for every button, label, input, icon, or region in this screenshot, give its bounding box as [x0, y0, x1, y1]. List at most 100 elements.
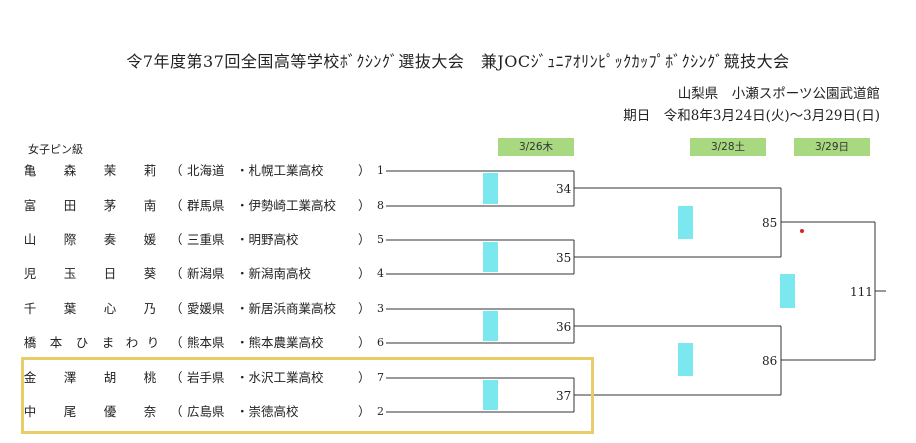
cyan-marker	[483, 242, 498, 272]
paren-close: ）	[358, 335, 371, 350]
entrant-name-char: 優	[103, 404, 117, 419]
dates-text: 期日 令和8年3月24日(火)～3月29日(日)	[623, 108, 880, 124]
entrant-seed: 4	[377, 267, 384, 280]
cyan-marker	[483, 311, 498, 341]
paren-open: （	[170, 266, 183, 281]
paren-open: （	[170, 163, 183, 178]
entrant-school: ・伊勢崎工業高校	[236, 198, 337, 213]
entrant-seed: 3	[377, 302, 384, 315]
bout-number: 37	[556, 389, 572, 403]
highlight-box	[21, 357, 594, 434]
entrant-name-char: 本	[49, 335, 63, 350]
entrant-name-char: わ	[125, 335, 139, 350]
entrant-name-char: 橋	[23, 335, 37, 350]
entrant-school: ・崇徳高校	[236, 404, 299, 419]
round1-date-badge: 3/26木	[498, 138, 574, 156]
entrant-name-char: り	[146, 335, 160, 350]
entrant-name-char: 茉	[103, 163, 117, 178]
entrant-prefecture: 愛媛県	[187, 301, 225, 316]
entrant-name-char: 児	[23, 266, 37, 281]
bout-number: 86	[762, 354, 778, 368]
entrant-seed: 1	[377, 164, 384, 177]
bout-number: 35	[556, 251, 572, 265]
cyan-marker	[483, 173, 498, 204]
entrant-school: ・熊本農業高校	[236, 335, 324, 350]
entrant-name-char: 日	[103, 266, 117, 281]
entrant-name-char: 奏	[103, 232, 117, 247]
entrant-prefecture: 熊本県	[187, 335, 225, 350]
entrant-school: ・新居浜商業高校	[236, 301, 337, 316]
entrant-name-char: 際	[63, 232, 77, 247]
cyan-marker	[678, 206, 693, 239]
entrant-prefecture: 三重県	[187, 232, 225, 247]
entrant-row: 児 玉 日 葵 （ 新潟県 ・新潟南高校 ） 4	[0, 264, 400, 284]
paren-open: （	[170, 335, 183, 350]
entrant-prefecture: 北海道	[187, 163, 225, 178]
entrant-seed: 2	[377, 405, 384, 418]
entrant-name-char: ひ	[75, 335, 89, 350]
entrant-school: ・札幌工業高校	[236, 163, 324, 178]
entrant-name-char: 澤	[63, 370, 77, 385]
paren-open: （	[170, 198, 183, 213]
paren-open: （	[170, 370, 183, 385]
paren-open: （	[170, 232, 183, 247]
entrant-seed: 6	[377, 336, 384, 349]
paren-close: ）	[358, 163, 371, 178]
paren-close: ）	[358, 198, 371, 213]
bout-number: 111	[850, 285, 873, 299]
paren-close: ）	[358, 404, 371, 419]
entrant-name-char: 玉	[63, 266, 77, 281]
entrant-name-char: 富	[23, 198, 37, 213]
entrant-name-char: 心	[103, 301, 117, 316]
cyan-marker	[678, 343, 693, 376]
entrant-row: 富 田 茅 南 （ 群馬県 ・伊勢崎工業高校 ） 8	[0, 196, 400, 216]
entrant-name-char: 媛	[143, 232, 157, 247]
entrant-name-char: 南	[143, 198, 157, 213]
page-title: 令7年度第37回全国高等学校ﾎﾞｸｼﾝｸﾞ選抜大会 兼JOCｼﾞｭﾆｱｵﾘﾝﾋﾟ…	[126, 52, 790, 71]
venue-text: 山梨県 小瀬スポーツ公園武道館	[677, 86, 880, 102]
entrant-name-char: 千	[23, 301, 37, 316]
weight-class-label: 女子ピン級	[28, 143, 83, 156]
entrant-prefecture: 新潟県	[187, 266, 225, 281]
entrant-name-char: 金	[23, 370, 37, 385]
entrant-name-char: ま	[101, 335, 115, 350]
entrant-school: ・水沢工業高校	[236, 370, 324, 385]
entrant-seed: 8	[377, 199, 384, 212]
entrant-name-char: 乃	[143, 301, 157, 316]
cyan-marker	[780, 274, 795, 308]
cyan-marker	[483, 380, 498, 410]
entrant-school: ・明野高校	[236, 232, 299, 247]
paren-open: （	[170, 404, 183, 419]
round2-date-badge: 3/28土	[690, 138, 766, 156]
paren-open: （	[170, 301, 183, 316]
entrant-row: 中 尾 優 奈 （ 広島県 ・崇徳高校 ） 2	[0, 402, 400, 422]
entrant-row: 金 澤 胡 桃 （ 岩手県 ・水沢工業高校 ） 7	[0, 368, 400, 388]
entrant-name-char: 奈	[143, 404, 157, 419]
bout-number: 85	[762, 216, 778, 230]
paren-close: ）	[358, 370, 371, 385]
entrant-row: 千 葉 心 乃 （ 愛媛県 ・新居浜商業高校 ） 3	[0, 299, 400, 319]
entrant-name-char: 胡	[103, 370, 117, 385]
entrant-prefecture: 岩手県	[187, 370, 225, 385]
entrant-name-char: 中	[23, 404, 37, 419]
entrant-name-char: 桃	[143, 370, 157, 385]
entrant-name-char: 莉	[143, 163, 157, 178]
entrant-seed: 5	[377, 233, 384, 246]
entrant-name-char: 山	[23, 232, 37, 247]
paren-close: ）	[358, 301, 371, 316]
entrant-prefecture: 広島県	[187, 404, 225, 419]
entrant-name-char: 葉	[63, 301, 77, 316]
entrant-name-char: 亀	[23, 163, 37, 178]
entrant-name-char: 森	[63, 163, 77, 178]
red-dot-marker	[800, 229, 804, 233]
entrant-row: 亀 森 茉 莉 （ 北海道 ・札幌工業高校 ） 1	[0, 161, 400, 181]
bout-number: 34	[556, 182, 572, 196]
final-date-badge: 3/29日	[794, 138, 870, 156]
paren-close: ）	[358, 232, 371, 247]
bout-number: 36	[556, 320, 572, 334]
entrant-row: 山 際 奏 媛 （ 三重県 ・明野高校 ） 5	[0, 230, 400, 250]
entrant-prefecture: 群馬県	[187, 198, 225, 213]
entrant-name-char: 尾	[63, 404, 77, 419]
entrant-row: 橋本ひまわり （ 熊本県 ・熊本農業高校 ） 6	[0, 333, 400, 353]
